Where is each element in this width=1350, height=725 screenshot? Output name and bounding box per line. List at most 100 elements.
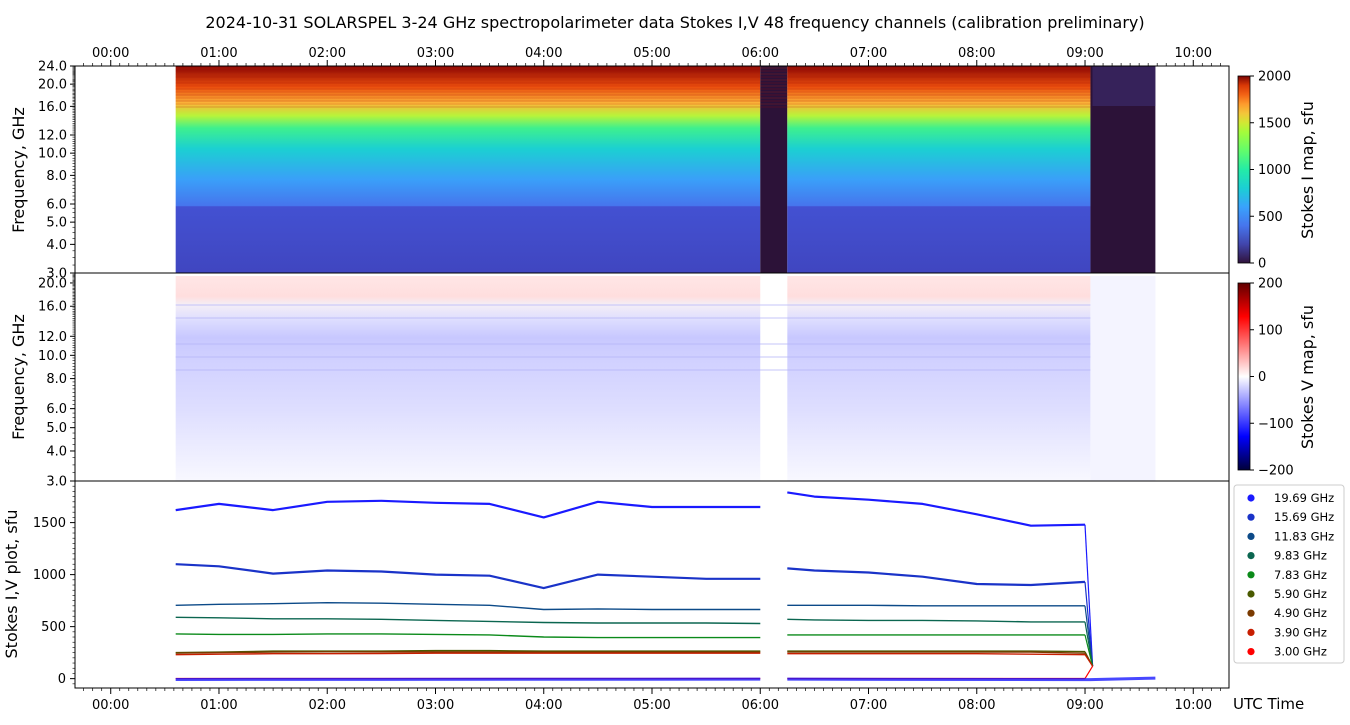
plot-tick-label: 500 — [41, 620, 66, 635]
stokes-v-panel: 3.0 4.0 5.0 6.0 8.0 10.0 12.0 16.0 20.0 Frequenc… — [9, 272, 1230, 490]
freq-tick-label: 20.0 — [38, 78, 67, 93]
colorbar-tick-label: 0 — [1258, 257, 1266, 272]
freq-tick-label: 12.0 — [38, 330, 67, 345]
legend-marker — [1247, 628, 1255, 637]
series-line-15-69-ghz-part-2 — [787, 567, 1086, 587]
series-line-19-69-ghz-part-2 — [787, 491, 1086, 527]
stokes-series-lines — [175, 491, 1156, 682]
stokes-i-gap — [760, 66, 788, 273]
bottom-tick-label: 02:00 — [309, 698, 346, 713]
legend-label: 11.83 GHz — [1274, 529, 1334, 543]
legend-marker — [1247, 513, 1255, 521]
colorbar-tick-label: 200 — [1258, 277, 1283, 292]
series-line-11-83-ghz-part-1 — [175, 602, 761, 611]
plot-tick-label: 1500 — [33, 516, 66, 531]
legend-marker — [1247, 571, 1255, 579]
bottom-tick-label: 07:00 — [850, 698, 887, 713]
top-tick-label: 04:00 — [525, 46, 562, 61]
top-tick-label: 08:00 — [958, 46, 995, 61]
legend-label: 15.69 GHz — [1274, 510, 1334, 524]
series-line-5-90-ghz-part-1 — [175, 649, 761, 654]
freq-tick-label: 10.0 — [38, 147, 67, 162]
freq-tick-label: 12.0 — [38, 129, 67, 144]
top-tick-label: 09:00 — [1066, 46, 1103, 61]
series-drop-7-83-ghz — [1084, 634, 1094, 667]
stokes-v-low-signal — [1090, 276, 1156, 481]
series-line-9-83-ghz-part-2 — [787, 618, 1085, 623]
bottom-tick-label: 04:00 — [525, 698, 562, 713]
stokes-i-low-signal-top — [1092, 66, 1156, 106]
series-line-19-69-ghz-part-1 — [175, 499, 761, 519]
freq-tick-label: 24.0 — [38, 60, 67, 75]
freq-tick-label: 4.0 — [46, 444, 67, 459]
legend-label: 3.00 GHz — [1274, 645, 1327, 659]
legend-marker — [1247, 552, 1255, 560]
stokes-i-segment-2 — [787, 66, 1091, 273]
legend-marker — [1247, 609, 1255, 617]
plot-tick-label: 0 — [58, 672, 66, 687]
series-line-15-69-ghz-part-1 — [175, 563, 761, 590]
freq-tick-label: 8.0 — [46, 169, 67, 184]
stokes-plot-panel: 0 500 1000 1500 00:00 01:00 02:00 03:00 04:00 05… — [2, 480, 1304, 713]
legend-label: 19.69 GHz — [1274, 491, 1334, 505]
colorbar-tick-label: 2000 — [1258, 70, 1291, 85]
stokes-plot-y-axis: 0 500 1000 1500 — [33, 485, 75, 687]
colorbar-tick-label: 1500 — [1258, 116, 1291, 131]
freq-tick-label: 3.0 — [46, 475, 67, 490]
legend-label: 3.90 GHz — [1274, 625, 1327, 639]
top-tick-label: 01:00 — [200, 46, 237, 61]
colorbar-tick-label: 500 — [1258, 210, 1283, 225]
stokes-i-colorbar-label: Stokes I map, sfu — [1298, 101, 1317, 239]
stokes-v-colorbar-scale — [1237, 282, 1251, 471]
legend-marker — [1247, 648, 1255, 656]
freq-tick-label: 5.0 — [46, 216, 67, 231]
freq-tick-label: 16.0 — [38, 100, 67, 115]
series-line-4-90-ghz-part-2 — [787, 651, 1086, 654]
stokes-plot-ylabel: Stokes I,V plot, sfu — [2, 510, 21, 659]
stokes-v-segment-1 — [175, 276, 761, 481]
x-axis-label: UTC Time — [1233, 695, 1304, 713]
freq-tick-label: 4.0 — [46, 238, 67, 253]
stokes-v-colorbar: −200 −100 0 100 200 Stokes V map, sfu — [1237, 277, 1317, 479]
legend-label: 4.90 GHz — [1274, 606, 1327, 620]
bottom-tick-label: 08:00 — [958, 698, 995, 713]
stokes-i-segment-1 — [175, 66, 761, 273]
bottom-tick-label: 06:00 — [742, 698, 779, 713]
bottom-tick-label: 03:00 — [417, 698, 454, 713]
bottom-tick-label: 09:00 — [1066, 698, 1103, 713]
series-line-11-83-ghz-part-2 — [787, 604, 1085, 607]
freq-tick-label: 5.0 — [46, 421, 67, 436]
freq-tick-label: 10.0 — [38, 349, 67, 364]
stokes-i-colorbar: 0 500 1000 1500 2000 Stokes I map, sfu — [1237, 70, 1317, 272]
freq-tick-label: 6.0 — [46, 198, 67, 213]
top-tick-label: 02:00 — [309, 46, 346, 61]
legend-label: 7.83 GHz — [1274, 568, 1327, 582]
bottom-tick-label: 01:00 — [200, 698, 237, 713]
stokes-v-colorbar-ticks: −200 −100 0 100 200 — [1250, 277, 1294, 479]
stokes-i-colorbar-scale — [1237, 75, 1251, 264]
freq-tick-label: 20.0 — [38, 276, 67, 291]
series-drop-3-90-ghz — [1084, 654, 1094, 667]
freq-tick-label: 6.0 — [46, 402, 67, 417]
series-line-4-90-ghz-part-1 — [175, 651, 761, 654]
plot-tick-label: 1000 — [33, 568, 66, 583]
stokes-i-panel: 3.0 4.0 5.0 6.0 8.0 10.0 12.0 16.0 20.0 24.0 Freq… — [9, 60, 1230, 282]
bottom-tick-label: 00:00 — [92, 698, 129, 713]
bottom-tick-label: 05:00 — [633, 698, 670, 713]
stokes-i-colorbar-ticks: 0 500 1000 1500 2000 — [1250, 70, 1291, 272]
stokes-v-ylabel: Frequency, GHz — [9, 314, 28, 440]
bottom-tick-label: 10:00 — [1175, 698, 1212, 713]
stokes-v-spectrogram — [175, 276, 1156, 481]
figure-title: 2024-10-31 SOLARSPEL 3-24 GHz spectropol… — [205, 13, 1144, 32]
stokes-v-traces — [175, 676, 1156, 682]
colorbar-tick-label: −100 — [1258, 417, 1294, 432]
legend-box — [1233, 484, 1345, 664]
series-line-7-83-ghz-part-1 — [175, 633, 761, 639]
top-tick-label: 06:00 — [742, 46, 779, 61]
top-tick-label: 05:00 — [633, 46, 670, 61]
colorbar-tick-label: −200 — [1258, 464, 1294, 479]
series-line-5-90-ghz-part-2 — [787, 650, 1086, 653]
stokes-v-colorbar-label: Stokes V map, sfu — [1298, 305, 1317, 449]
freq-tick-label: 3.0 — [46, 267, 67, 282]
